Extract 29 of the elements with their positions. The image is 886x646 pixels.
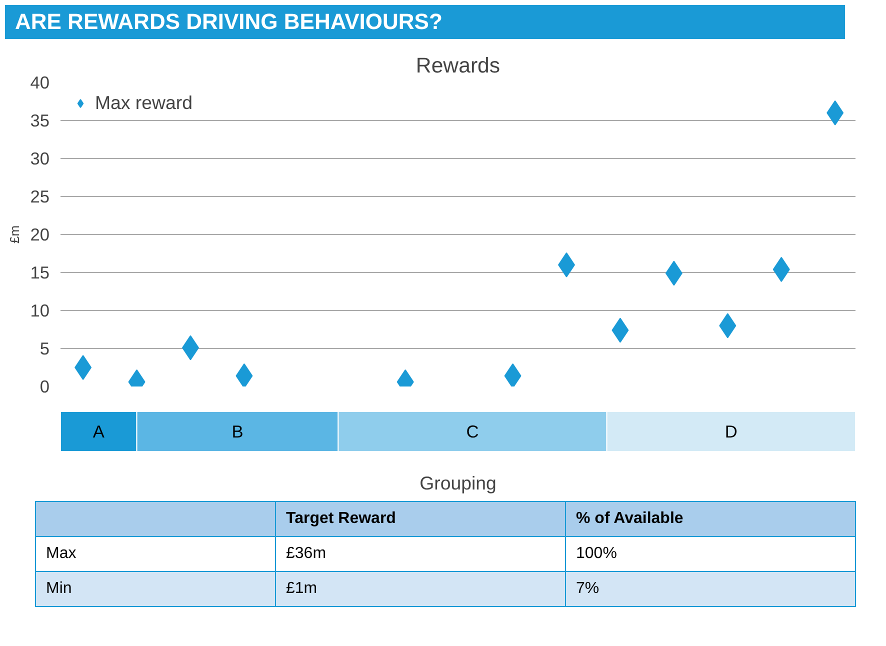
text: % of Available <box>566 502 856 536</box>
text: C <box>466 422 479 442</box>
text: Max <box>36 536 276 572</box>
point <box>504 363 522 386</box>
y-tick-label: 20 <box>30 224 50 244</box>
y-tick-label: 35 <box>30 110 50 130</box>
y-tick-label: 0 <box>40 376 50 396</box>
y-tick-label: 30 <box>30 148 50 168</box>
y-tick-label: 5 <box>40 338 50 358</box>
y-tick-label: 25 <box>30 186 50 206</box>
text: Min <box>36 572 276 606</box>
text: £1m <box>276 572 566 606</box>
y-tick-label: 15 <box>30 262 50 282</box>
y-tick-label: 40 <box>30 72 50 92</box>
text: £36m <box>276 536 566 572</box>
chart-subtitle: Rewards <box>416 54 500 78</box>
chart-title: ARE REWARDS DRIVING BEHAVIOURS? <box>5 5 845 39</box>
point <box>74 355 92 380</box>
text: Target Reward <box>276 502 566 536</box>
y-tick-label: 10 <box>30 300 50 320</box>
text: 7% <box>566 572 856 606</box>
text: A <box>92 422 105 442</box>
legend-label: Max reward <box>95 92 192 114</box>
text: B <box>232 422 244 442</box>
y-axis-title: £m <box>7 225 22 244</box>
x-axis-title: Grouping <box>420 472 496 494</box>
text: D <box>724 422 738 442</box>
point <box>236 363 253 386</box>
text: 100% <box>566 536 856 572</box>
